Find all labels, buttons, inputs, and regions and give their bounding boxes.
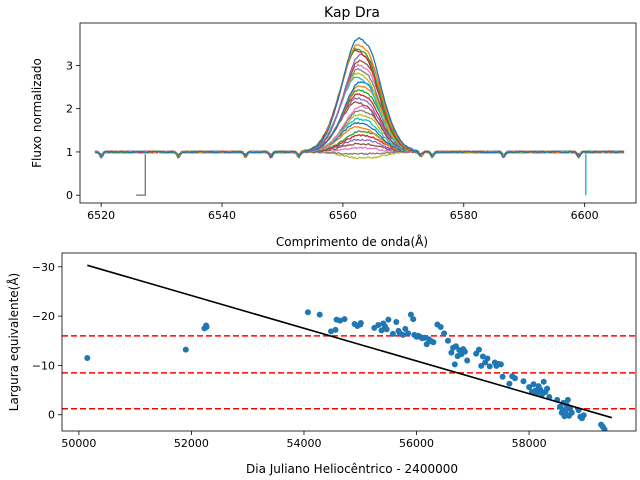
ew-data-point — [497, 361, 504, 368]
x-tick-label: 6560 — [329, 209, 357, 222]
ew-data-point — [530, 381, 537, 388]
spectrum-x-label: Comprimento de onda(Å) — [276, 234, 428, 249]
ew-data-point — [378, 327, 385, 334]
ew-data-point — [448, 349, 455, 356]
ew-data-point — [203, 324, 210, 330]
spectrum-x-ticks: 6520 6540 6560 6580 6600 — [87, 203, 599, 222]
ew-data-point — [609, 432, 615, 438]
ew-data-point — [385, 316, 392, 323]
ew-points-group — [84, 309, 615, 438]
ew-x-label: Dia Juliano Heliocêntrico - 2400000 — [246, 462, 458, 476]
ew-data-point — [520, 378, 527, 385]
ew-data-point — [341, 316, 348, 323]
ew-y-ticks: 0 −10 −20 −30 — [32, 261, 62, 422]
x-tick-label: 56000 — [399, 437, 434, 450]
ew-data-point — [499, 373, 506, 380]
ew-axes-frame — [61, 252, 637, 432]
y-tick-label: −20 — [32, 310, 55, 323]
ew-data-point — [537, 386, 544, 393]
ew-data-point — [486, 363, 493, 370]
ew-data-point — [402, 325, 409, 332]
ew-data-point — [506, 380, 513, 387]
ew-data-point — [410, 316, 417, 323]
ew-data-point — [430, 339, 437, 346]
spectrum-y-ticks: 0 1 2 3 — [66, 59, 80, 202]
ew-data-point — [407, 311, 414, 318]
x-tick-label: 6600 — [571, 209, 599, 222]
ew-data-point — [182, 346, 189, 353]
ew-data-point — [540, 378, 547, 385]
ew-data-point — [84, 355, 91, 361]
x-tick-label: 58000 — [512, 437, 547, 450]
ew-data-point — [476, 346, 482, 353]
ew-data-point — [601, 426, 608, 431]
spectrum-line — [94, 142, 625, 159]
x-tick-label: 52000 — [174, 437, 209, 450]
trend-line — [87, 264, 613, 419]
ew-data-point — [423, 341, 430, 348]
spectrum-axes-frame — [79, 22, 637, 204]
ew-data-point — [562, 408, 569, 415]
ew-data-point — [561, 413, 568, 420]
ew-data-point — [437, 324, 444, 330]
ew-data-point — [461, 348, 468, 355]
ew-data-point — [375, 322, 382, 328]
ew-data-point — [479, 353, 486, 360]
ew-data-point — [564, 396, 571, 403]
ew-data-point — [478, 362, 485, 369]
ew-lines-group — [62, 335, 636, 410]
ew-x-ticks: 50000 52000 54000 56000 58000 — [61, 431, 547, 450]
spectrum-line — [94, 37, 625, 159]
ew-data-point — [400, 331, 406, 338]
y-tick-label: 0 — [48, 409, 55, 422]
spectrum-artifact-line — [136, 154, 147, 196]
y-tick-label: 1 — [66, 146, 73, 159]
ew-data-point — [441, 330, 448, 337]
y-tick-label: −10 — [32, 359, 55, 372]
ew-data-point — [512, 375, 518, 382]
ew-data-point — [332, 326, 339, 333]
spectrum-line — [94, 59, 625, 158]
y-tick-label: 0 — [66, 189, 73, 202]
ew-data-point — [568, 409, 575, 416]
spectrum-line — [94, 85, 624, 159]
ew-data-point — [464, 357, 471, 364]
ew-y-label: Largura equivalente(Å) — [6, 273, 21, 411]
spectrum-series-group — [94, 37, 625, 196]
ew-data-point — [383, 326, 390, 333]
ew-data-point — [304, 309, 311, 316]
spectrum-line — [94, 76, 625, 159]
x-tick-label: 50000 — [61, 437, 96, 450]
ew-data-point — [452, 343, 459, 350]
x-tick-label: 54000 — [286, 437, 321, 450]
ew-data-point — [393, 319, 400, 325]
ew-data-point — [544, 385, 551, 392]
ew-data-point — [526, 384, 533, 391]
x-tick-label: 6580 — [450, 209, 478, 222]
ew-data-point — [316, 311, 323, 318]
ew-data-point — [389, 330, 396, 337]
ew-data-point — [451, 361, 458, 368]
y-tick-label: 3 — [66, 59, 73, 72]
equivalent-width-panel: 50000 52000 54000 56000 58000 0 −10 −20 −30 Dia… — [6, 252, 637, 476]
x-tick-label: 6540 — [208, 209, 236, 222]
y-tick-label: 2 — [66, 103, 73, 116]
ew-data-point — [357, 320, 364, 326]
spectrum-title: Kap Dra — [324, 5, 380, 21]
ew-data-point — [484, 355, 491, 362]
y-tick-label: −30 — [32, 261, 55, 274]
x-tick-label: 6520 — [87, 209, 115, 222]
spectrum-panel: 6520 6540 6560 6580 6600 0 1 2 3 Kap Dra Compri… — [30, 5, 637, 249]
ew-data-point — [445, 337, 451, 344]
spectrum-y-label: Fluxo normalizado — [30, 58, 44, 168]
ew-data-point — [580, 412, 587, 419]
ew-data-point — [405, 330, 412, 337]
